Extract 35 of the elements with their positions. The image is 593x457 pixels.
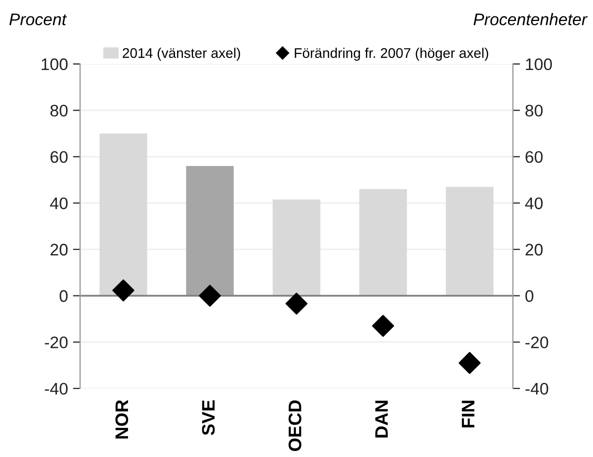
y-tick-label: 0 <box>60 290 68 302</box>
y2-tick-label: 0 <box>525 290 534 302</box>
y2-tick-label: 60 <box>526 151 543 163</box>
point <box>198 284 221 307</box>
y2-tick-label: 40 <box>525 197 543 210</box>
y-tick-label: -40 <box>44 382 68 395</box>
legend-label: Förändring fr. 2007 (höger axel) <box>294 48 488 61</box>
point <box>286 292 308 315</box>
y2-tick-label: 80 <box>525 104 543 117</box>
y-tick-label: 100 <box>42 58 68 70</box>
y-tick-label: 20 <box>50 244 68 256</box>
x-tick-label: NOR <box>115 400 128 438</box>
x-tick-label: OECD <box>288 400 302 451</box>
bar <box>446 186 494 296</box>
y2-tick-label: -20 <box>525 336 548 348</box>
y2-tick-label: 100 <box>526 58 552 70</box>
legend-label: 2014 (vänster axel) <box>122 48 240 61</box>
y2-axis-title: Procentenheter <box>474 13 588 26</box>
y-tick-label: 80 <box>50 104 68 117</box>
bar <box>186 166 234 296</box>
y-tick-label: -20 <box>44 336 68 348</box>
point <box>458 352 481 374</box>
x-tick-label: SVE <box>202 400 215 436</box>
y-tick-label: 60 <box>50 151 68 163</box>
y-axis-title: Procent <box>9 14 67 26</box>
bar <box>100 134 148 296</box>
y2-tick-label: 20 <box>526 244 543 256</box>
point <box>372 314 394 337</box>
point <box>112 279 134 302</box>
y-tick-label: 40 <box>50 197 68 210</box>
bar <box>359 189 407 296</box>
x-tick-label: FIN <box>462 400 474 428</box>
y2-tick-label: -40 <box>525 382 548 395</box>
x-tick-label: DAN <box>375 400 388 438</box>
bar <box>272 200 320 296</box>
